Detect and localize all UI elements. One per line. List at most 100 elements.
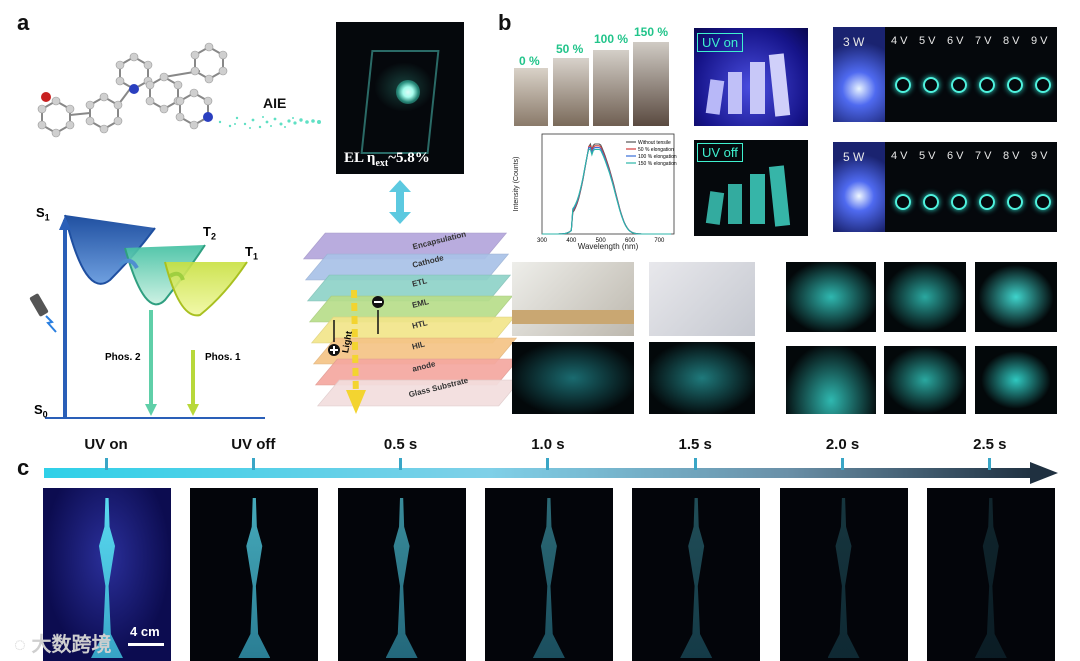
scale-bar-label: 4 cm (130, 624, 160, 639)
panel-label-c: c (17, 455, 30, 480)
legend-entry: 100 % elongation (638, 154, 677, 160)
voltage-label: 9 V (1031, 35, 1048, 47)
power-label-5w: 5 W (843, 150, 865, 164)
timeline-tick (841, 458, 844, 470)
voltage-label: 7 V (975, 150, 992, 162)
energy-level-diagram (45, 214, 265, 419)
timeline-tick (104, 458, 108, 470)
emission-dot (923, 77, 939, 93)
tower-frame (43, 488, 171, 661)
emission-dot (951, 77, 967, 93)
emission-dot (895, 194, 911, 210)
timeline-label: 0.5 s (383, 436, 418, 453)
stretch-photo-50 (553, 58, 589, 126)
glow-shape-1 (786, 262, 876, 332)
timeline-label: 2.0 s (825, 436, 860, 453)
x-tick-label: 300 (537, 238, 548, 244)
voltage-label: 5 V (919, 35, 936, 47)
tower-frame (779, 488, 908, 661)
timeline-label: 1.5 s (678, 436, 712, 453)
stretch-pct-150: 150 % (634, 25, 669, 39)
uv-on-tag: UV on (697, 33, 744, 52)
timeline-label: 1.0 s (531, 436, 565, 453)
power-row-5w: 5 W 4 V 5 V 6 V 7 V 8 V 9 V (833, 142, 1057, 232)
phos2-label: Phos. 2 (105, 352, 141, 363)
t1-label: T1 (245, 244, 258, 262)
stretch-photo-100 (593, 50, 629, 126)
emission-dot (979, 77, 995, 93)
phos1-label: Phos. 1 (205, 352, 241, 363)
glow-shape-5 (884, 346, 966, 414)
emission-dot (1007, 194, 1023, 210)
tower-frame (484, 488, 613, 661)
panel-label-b: b (498, 10, 512, 35)
x-tick-label: 600 (625, 238, 636, 244)
pl-spectrum-plot: 300 400 500 600 700 Wavelength (nm) Intensit… (513, 133, 677, 251)
ruler-film-photo (512, 262, 634, 336)
glow-shape-6 (975, 346, 1057, 414)
watermark-logo-icon: ◌ (14, 634, 32, 656)
glow-shape-3 (975, 262, 1057, 332)
stretch-photo-150 (633, 42, 669, 126)
emission-dot (951, 194, 967, 210)
folded-film-glow-2 (649, 342, 755, 414)
el-device-photo (336, 22, 464, 174)
plot-ylabel: Intensity (Counts) (513, 157, 520, 212)
timeline-tick (546, 458, 550, 470)
tower-glow (827, 498, 860, 658)
el-efficiency-label: EL ηext~5.8% (344, 150, 430, 169)
voltage-label: 4 V (891, 150, 908, 162)
uv-off-tag: UV off (697, 143, 743, 162)
x-tick-label: 400 (566, 238, 577, 244)
uv-lamp-icon (29, 293, 57, 333)
timeline-tick (988, 458, 992, 470)
legend-entry: 50 % elongation (638, 147, 674, 153)
stretch-pct-0: 0 % (519, 54, 540, 68)
timeline-label: 2.5 s (973, 436, 1007, 453)
tower-glow (974, 498, 1007, 658)
timeline: UV on UV off 0.5 s 1.0 s 1.5 s 2.0 s 2.5 s (0, 430, 1080, 490)
molecule-structure (37, 42, 228, 138)
legend-entry: Without tensile (638, 140, 671, 146)
folded-film-photo (649, 262, 755, 336)
emission-dot (979, 194, 995, 210)
light-arrows (328, 289, 384, 414)
tower-frame (190, 488, 319, 661)
stretch-pct-50: 50 % (556, 42, 584, 56)
t2-label: T2 (203, 224, 216, 242)
x-tick-label: 700 (654, 238, 665, 244)
power-row-3w: 3 W 4 V 5 V 6 V 7 V 8 V 9 V (833, 27, 1057, 122)
voltage-label: 7 V (975, 35, 992, 47)
voltage-label: 8 V (1003, 150, 1020, 162)
emission-dot (1007, 77, 1023, 93)
s0-label: S0 (34, 402, 48, 420)
plot-xlabel: Wavelength (nm) (578, 242, 639, 251)
legend-entry: 150 % elongation (638, 161, 677, 167)
uv-on-photo (694, 28, 808, 126)
panel-label-a: a (17, 10, 30, 35)
tower-glow (238, 498, 271, 658)
tower-glow (680, 498, 713, 658)
watermark: ◌ 大数跨境 (14, 634, 112, 656)
tower-glow (532, 498, 565, 658)
timeline-tick (399, 458, 403, 470)
emission-dot (1035, 194, 1051, 210)
glow-shape-4 (786, 346, 876, 414)
timeline-label: UV off (231, 436, 276, 453)
voltage-label: 9 V (1031, 150, 1048, 162)
emission-dot (1035, 77, 1051, 93)
voltage-label: 4 V (891, 35, 908, 47)
tower-frame (926, 488, 1055, 661)
aie-label: AIE (263, 95, 287, 111)
double-arrow-icon (389, 180, 411, 224)
uv-off-photo (694, 140, 808, 236)
emission-dot (923, 194, 939, 210)
scale-bar (128, 643, 164, 646)
tower-frame (632, 488, 761, 661)
stretch-pct-100: 100 % (594, 32, 629, 46)
timeline-tick (693, 458, 697, 470)
timeline-tick (251, 458, 255, 470)
timeline-label: UV on (84, 436, 128, 453)
folded-film-glow-1 (512, 342, 634, 414)
aie-emission-spray (218, 116, 321, 129)
